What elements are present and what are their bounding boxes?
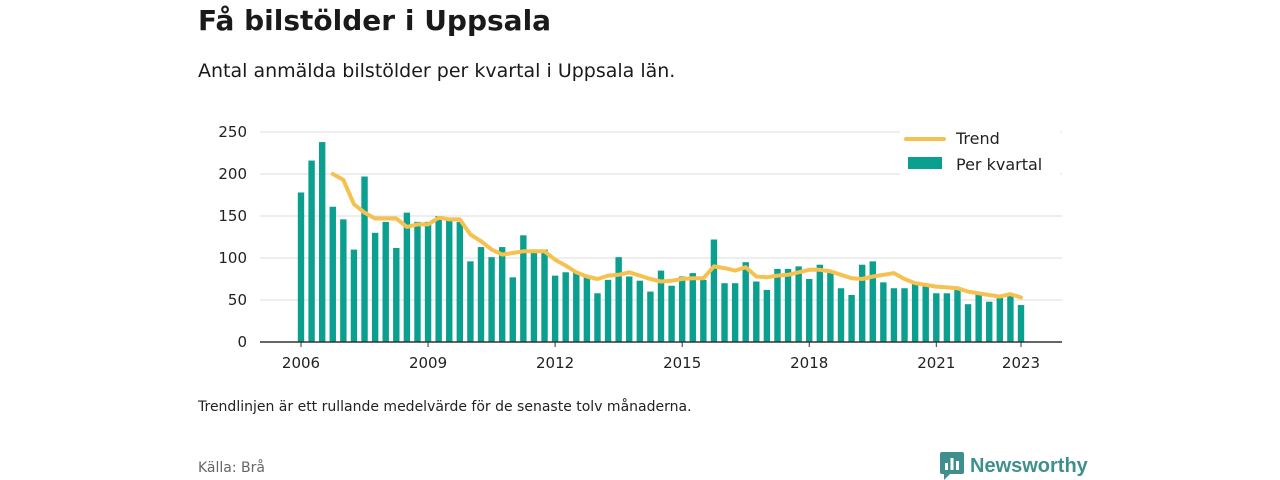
bar bbox=[742, 262, 749, 342]
bar bbox=[615, 257, 622, 342]
bar bbox=[498, 247, 506, 342]
bar bbox=[393, 247, 400, 342]
bar bbox=[827, 270, 834, 342]
bar bbox=[795, 266, 802, 342]
bar bbox=[848, 294, 855, 342]
bar bbox=[340, 219, 347, 342]
bar bbox=[986, 301, 993, 342]
legend-background bbox=[900, 126, 1060, 178]
y-tick-label: 250 bbox=[218, 123, 247, 141]
y-axis-ticks: 0 50 100 150 200 250 bbox=[218, 123, 247, 351]
bar bbox=[297, 192, 305, 342]
bar bbox=[424, 221, 432, 342]
bar bbox=[964, 304, 972, 342]
bar bbox=[541, 249, 548, 342]
x-axis-ticks: 2006 2009 2012 2015 2018 2021 2023 bbox=[282, 342, 1040, 372]
legend-bar-label: Per kvartal bbox=[956, 155, 1042, 174]
bar bbox=[488, 257, 495, 342]
y-tick-label: 200 bbox=[218, 165, 247, 183]
bar bbox=[636, 280, 644, 342]
bar bbox=[890, 288, 898, 342]
bar bbox=[467, 261, 474, 342]
bar-series-per-kvartal bbox=[297, 142, 1025, 342]
newsworthy-logo-icon bbox=[940, 452, 964, 480]
bar bbox=[880, 282, 887, 342]
x-tick-label: 2018 bbox=[790, 354, 828, 372]
bar bbox=[456, 221, 464, 342]
bar bbox=[668, 285, 675, 342]
bar bbox=[869, 261, 876, 342]
chart-title: Få bilstölder i Uppsala bbox=[198, 4, 552, 37]
bar bbox=[604, 279, 612, 342]
bar bbox=[911, 281, 919, 342]
bar bbox=[689, 273, 696, 342]
bar bbox=[573, 272, 580, 342]
bar bbox=[763, 289, 771, 342]
bar bbox=[901, 288, 908, 342]
newsworthy-logo-text: Newsworthy bbox=[970, 454, 1088, 477]
bar bbox=[975, 294, 982, 342]
bar bbox=[933, 293, 940, 342]
bar bbox=[562, 272, 569, 342]
trend-footnote: Trendlinjen är ett rullande medelvärde f… bbox=[198, 399, 692, 415]
bar bbox=[403, 212, 411, 342]
bar bbox=[996, 297, 1004, 342]
y-tick-label: 150 bbox=[218, 207, 247, 225]
y-tick-label: 50 bbox=[228, 291, 247, 309]
bar bbox=[382, 221, 389, 342]
bar bbox=[922, 285, 929, 342]
bar bbox=[954, 288, 961, 342]
bar bbox=[371, 232, 379, 342]
x-tick-label: 2023 bbox=[1002, 354, 1040, 372]
y-tick-label: 100 bbox=[218, 249, 247, 267]
bar bbox=[530, 249, 538, 342]
bar bbox=[943, 293, 951, 342]
bar bbox=[657, 270, 665, 342]
trend-line bbox=[330, 172, 1023, 300]
bar bbox=[784, 268, 792, 342]
y-tick-label: 0 bbox=[237, 333, 247, 351]
bar bbox=[308, 160, 315, 342]
x-tick-label: 2009 bbox=[409, 354, 447, 372]
bar bbox=[837, 288, 845, 342]
bar bbox=[753, 281, 760, 342]
bar bbox=[520, 235, 527, 342]
bar bbox=[700, 279, 707, 342]
legend: Trend Per kvartal bbox=[900, 126, 1060, 178]
bar bbox=[774, 268, 781, 342]
bar bbox=[509, 277, 516, 342]
bar bbox=[1007, 295, 1014, 342]
legend-bar-swatch bbox=[908, 157, 942, 169]
bar bbox=[806, 279, 813, 342]
x-tick-label: 2006 bbox=[282, 354, 320, 372]
bar bbox=[477, 247, 485, 342]
bar bbox=[551, 275, 559, 342]
bar bbox=[435, 216, 442, 342]
bar bbox=[647, 291, 654, 342]
bar bbox=[710, 239, 718, 342]
bar bbox=[678, 276, 686, 342]
bar bbox=[446, 217, 453, 342]
bar bbox=[583, 276, 591, 342]
bar bbox=[731, 283, 739, 342]
source-credit: Källa: Brå bbox=[198, 460, 265, 476]
bar bbox=[318, 142, 326, 342]
x-tick-label: 2012 bbox=[536, 354, 574, 372]
bar bbox=[626, 276, 633, 342]
bar bbox=[361, 176, 368, 342]
newsworthy-logo[interactable]: Newsworthy bbox=[940, 452, 1088, 480]
bar bbox=[816, 264, 824, 342]
x-tick-label: 2015 bbox=[663, 354, 701, 372]
bar bbox=[858, 264, 866, 342]
legend-trend-label: Trend bbox=[955, 129, 1000, 148]
x-tick-label: 2021 bbox=[917, 354, 955, 372]
chart-subtitle: Antal anmälda bilstölder per kvartal i U… bbox=[198, 60, 676, 82]
bar bbox=[594, 293, 601, 342]
bar bbox=[1017, 305, 1025, 342]
bar bbox=[329, 206, 336, 342]
bar bbox=[414, 221, 421, 342]
bar bbox=[721, 283, 728, 342]
bar bbox=[350, 249, 358, 342]
